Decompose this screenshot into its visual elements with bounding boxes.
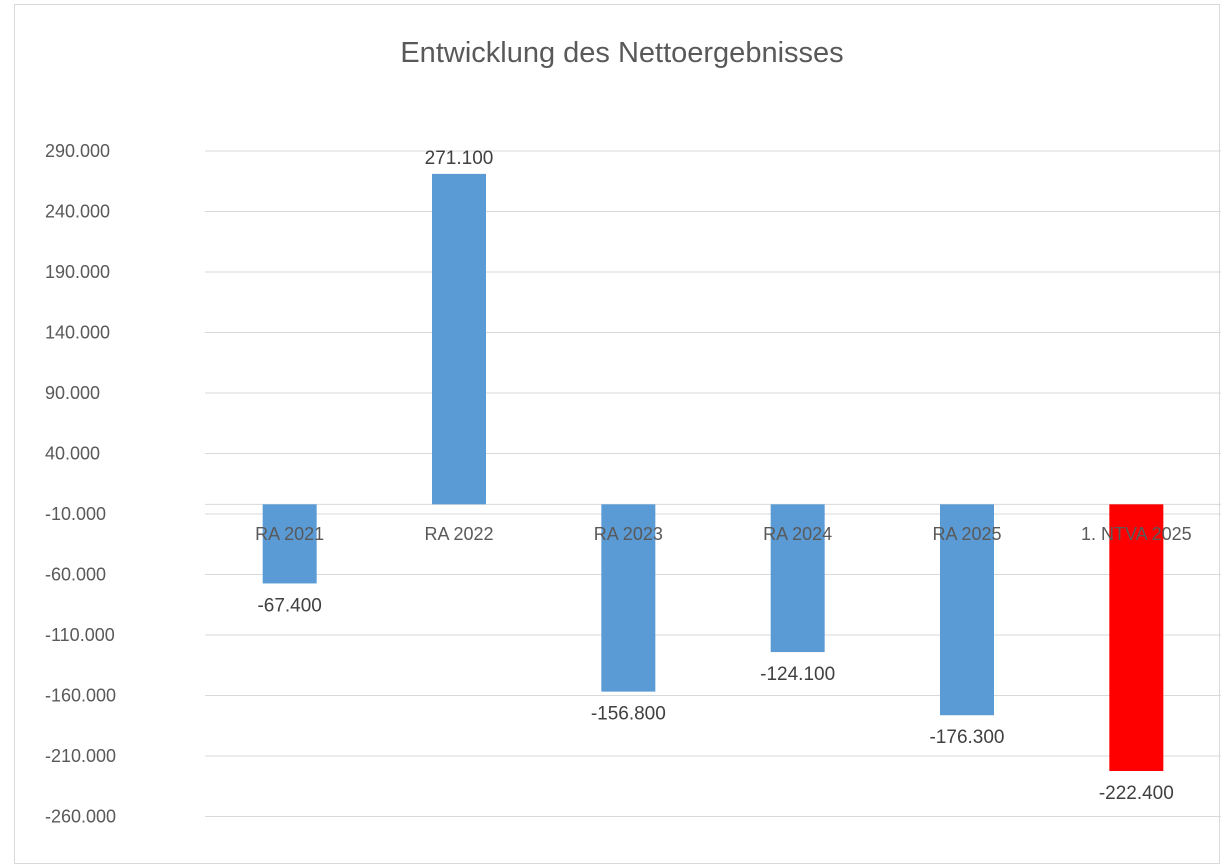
data-label: -124.100 [760, 664, 835, 685]
bar [432, 173, 486, 505]
y-tick-label: -60.000 [45, 565, 106, 585]
data-labels: -67.400 271.100 -156.800 -124.100 -176.300 -2… [257, 148, 1173, 804]
y-axis-tick-labels: 290.000 240.000 190.000 140.000 90.000 40.000… [45, 141, 116, 827]
chart-area [14, 4, 1220, 864]
data-label: -176.300 [929, 727, 1004, 748]
data-label: -67.400 [257, 595, 321, 616]
data-label: -156.800 [591, 704, 666, 725]
bar [940, 504, 994, 716]
y-tick-label: 140.000 [45, 323, 110, 343]
y-tick-label: -110.000 [45, 625, 115, 645]
category-label: RA 2022 [424, 524, 493, 544]
bar [262, 504, 317, 584]
y-tick-label: -210.000 [45, 746, 116, 766]
category-label: RA 2025 [932, 524, 1001, 544]
category-label: RA 2021 [255, 524, 324, 544]
y-tick-label: 240.000 [45, 202, 110, 222]
bars [262, 173, 1164, 772]
chart-title: Entwicklung des Nettoergebnisses [400, 37, 843, 69]
y-tick-label: -10.000 [45, 504, 106, 524]
bar [601, 504, 656, 692]
y-tick-label: -160.000 [45, 686, 116, 706]
y-tick-label: -260.000 [45, 807, 116, 827]
category-label: 1. NTVA 2025 [1081, 524, 1192, 544]
data-label: 271.100 [425, 148, 494, 169]
category-label: RA 2024 [763, 524, 832, 544]
gridlines [205, 150, 1221, 817]
category-labels: RA 2021 RA 2022 RA 2023 RA 2024 RA 2025 1. NT… [255, 524, 1192, 544]
data-label: -222.400 [1099, 783, 1174, 804]
y-tick-label: 90.000 [45, 383, 100, 403]
bar [1109, 504, 1164, 772]
y-tick-label: 40.000 [45, 444, 100, 464]
y-tick-label: 290.000 [45, 141, 110, 161]
bar [770, 504, 825, 653]
y-tick-label: 190.000 [45, 262, 110, 282]
category-label: RA 2023 [594, 524, 663, 544]
